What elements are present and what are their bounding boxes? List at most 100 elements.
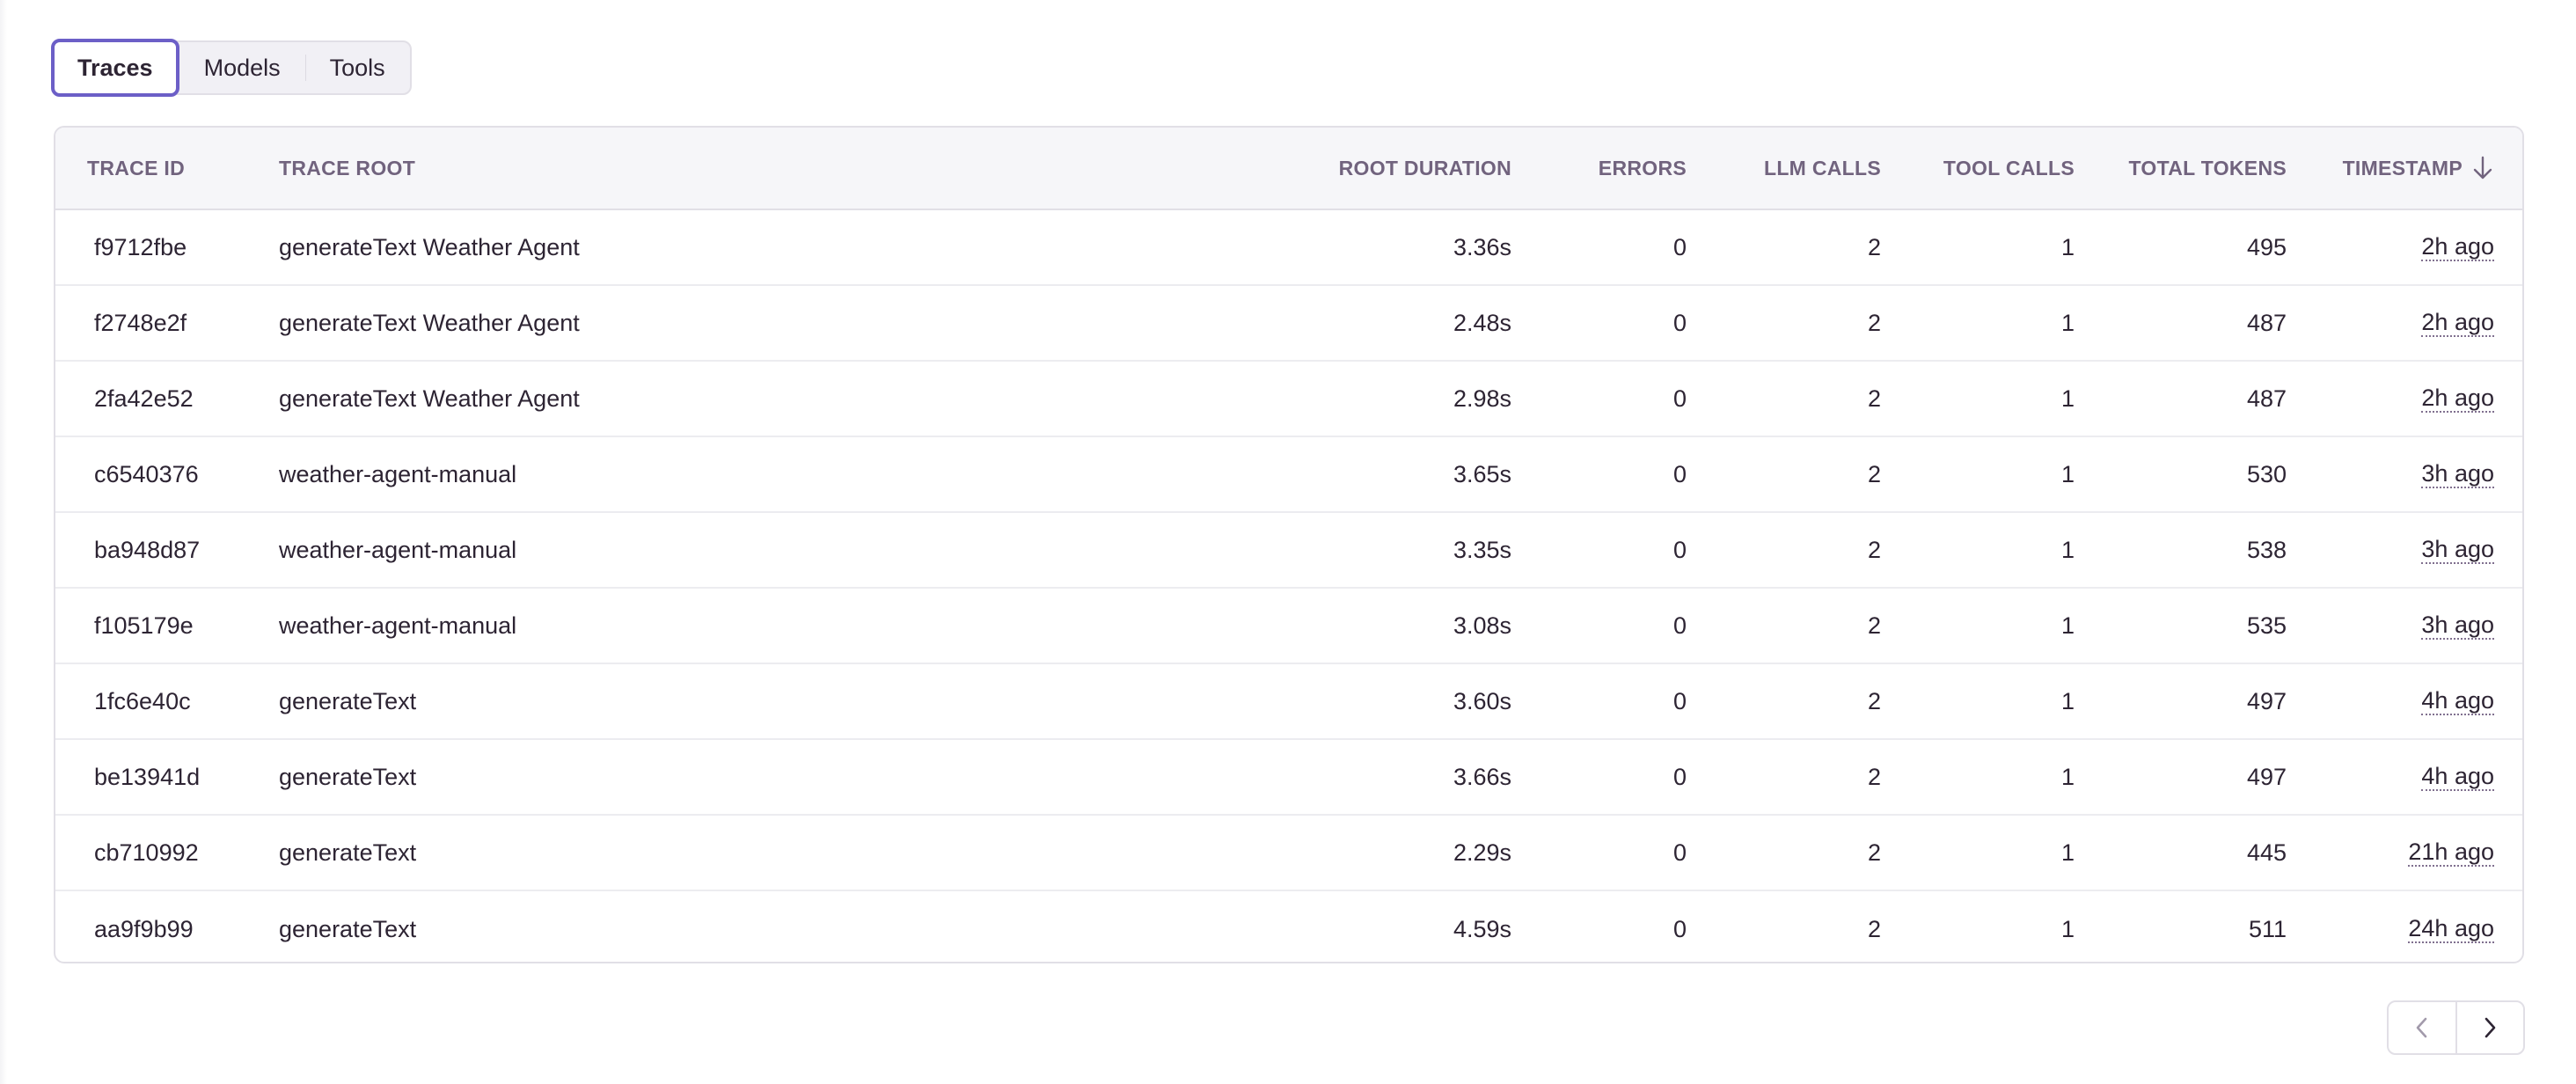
timestamp-text: 4h ago: [2421, 763, 2494, 791]
trace-id-link[interactable]: ba948d87: [94, 536, 201, 563]
tab-traces[interactable]: Traces: [51, 39, 179, 97]
arrow-down-icon: [2473, 156, 2492, 179]
table-row[interactable]: c6540376 weather-agent-manual 3.65s 0 2 1 530 3…: [55, 437, 2522, 513]
errors-count: 0: [1672, 460, 1687, 487]
trace-id-link[interactable]: f2748e2f: [94, 309, 187, 336]
errors-count: 0: [1672, 385, 1687, 412]
tool-calls: 1: [2060, 460, 2075, 487]
timestamp: 3h ago: [2421, 513, 2494, 587]
llm-calls: 2: [1867, 612, 1881, 639]
col-trace-root[interactable]: TRACE ROOT: [279, 156, 416, 179]
traces-table: TRACE ID TRACE ROOT ROOT DURATION ERRORS…: [54, 126, 2524, 963]
tab-models[interactable]: Models: [179, 40, 305, 95]
table-row[interactable]: 2fa42e52 generateText Weather Agent 2.98s 0…: [55, 362, 2522, 437]
left-edge: [0, 0, 7, 1084]
col-root-duration[interactable]: ROOT DURATION: [1338, 156, 1511, 179]
llm-calls: 2: [1867, 687, 1881, 714]
pagination: [2387, 1000, 2525, 1055]
root-duration: 2.29s: [1453, 839, 1511, 866]
col-timestamp[interactable]: TIMESTAMP: [2343, 128, 2494, 209]
tool-calls: 1: [2060, 612, 2075, 639]
trace-id-link[interactable]: c6540376: [94, 460, 199, 487]
tool-calls: 1: [2060, 763, 2075, 790]
tab-label: Models: [203, 54, 281, 81]
errors-count: 0: [1672, 612, 1687, 639]
col-tool-calls[interactable]: TOOL CALLS: [1943, 156, 2075, 179]
llm-calls: 2: [1867, 763, 1881, 790]
llm-calls: 2: [1867, 839, 1881, 866]
col-trace-id[interactable]: TRACE ID: [87, 156, 186, 179]
llm-calls: 2: [1867, 233, 1881, 260]
trace-root: weather-agent-manual: [279, 612, 517, 639]
table-body: f9712fbe generateText Weather Agent 3.36s 0…: [55, 210, 2522, 962]
total-tokens: 538: [2246, 536, 2287, 563]
tool-calls: 1: [2060, 839, 2075, 866]
errors-count: 0: [1672, 839, 1687, 866]
timestamp: 21h ago: [2408, 816, 2494, 890]
timestamp: 4h ago: [2421, 740, 2494, 814]
timestamp-text: 3h ago: [2421, 460, 2494, 488]
timestamp: 24h ago: [2408, 891, 2494, 962]
tool-calls: 1: [2060, 385, 2075, 412]
root-duration: 3.66s: [1453, 763, 1511, 790]
trace-root: generateText Weather Agent: [279, 233, 580, 260]
timestamp-text: 3h ago: [2421, 536, 2494, 564]
timestamp-text: 21h ago: [2408, 839, 2494, 867]
tab-label: Traces: [77, 54, 153, 81]
table-row[interactable]: 1fc6e40c generateText 3.60s 0 2 1 497 4h ago: [55, 664, 2522, 740]
root-duration: 4.59s: [1453, 915, 1511, 942]
trace-id-link[interactable]: f9712fbe: [94, 233, 187, 260]
trace-id-link[interactable]: 1fc6e40c: [94, 687, 191, 714]
chevron-left-icon: [2416, 1017, 2427, 1038]
col-total-tokens[interactable]: TOTAL TOKENS: [2128, 156, 2287, 179]
table-row[interactable]: aa9f9b99 generateText 4.59s 0 2 1 511 24h ago: [55, 891, 2522, 962]
trace-root: weather-agent-manual: [279, 536, 517, 563]
timestamp-text: 2h ago: [2421, 385, 2494, 413]
tool-calls: 1: [2060, 233, 2075, 260]
col-llm-calls[interactable]: LLM CALLS: [1763, 156, 1881, 179]
total-tokens: 495: [2246, 233, 2287, 260]
trace-id-link[interactable]: cb710992: [94, 839, 199, 866]
llm-calls: 2: [1867, 460, 1881, 487]
root-duration: 3.35s: [1453, 536, 1511, 563]
timestamp-text: 2h ago: [2421, 233, 2494, 261]
table-row[interactable]: f105179e weather-agent-manual 3.08s 0 2 1 535 3…: [55, 589, 2522, 664]
timestamp: 2h ago: [2421, 210, 2494, 284]
table-row[interactable]: f9712fbe generateText Weather Agent 3.36s 0…: [55, 210, 2522, 286]
llm-calls: 2: [1867, 536, 1881, 563]
view-tabs: Traces Models Tools: [51, 39, 412, 97]
errors-count: 0: [1672, 233, 1687, 260]
llm-calls: 2: [1867, 915, 1881, 942]
col-errors[interactable]: ERRORS: [1598, 156, 1687, 179]
trace-root: generateText: [279, 763, 417, 790]
tool-calls: 1: [2060, 915, 2075, 942]
trace-root: generateText: [279, 839, 417, 866]
table-row[interactable]: f2748e2f generateText Weather Agent 2.48s 0…: [55, 286, 2522, 362]
llm-calls: 2: [1867, 309, 1881, 336]
trace-id-link[interactable]: aa9f9b99: [94, 915, 194, 942]
timestamp-text: 2h ago: [2421, 309, 2494, 337]
total-tokens: 487: [2246, 309, 2287, 336]
tab-label: Tools: [329, 54, 385, 81]
root-duration: 3.60s: [1453, 687, 1511, 714]
table-row[interactable]: ba948d87 weather-agent-manual 3.35s 0 2 1 538 3…: [55, 513, 2522, 589]
timestamp-text: 4h ago: [2421, 687, 2494, 715]
tab-tools[interactable]: Tools: [304, 40, 410, 95]
timestamp-text: 24h ago: [2408, 915, 2494, 943]
total-tokens: 445: [2246, 839, 2287, 866]
trace-root: generateText: [279, 915, 417, 942]
total-tokens: 497: [2246, 687, 2287, 714]
trace-id-link[interactable]: be13941d: [94, 763, 201, 790]
prev-page-button[interactable]: [2389, 1002, 2455, 1053]
errors-count: 0: [1672, 915, 1687, 942]
trace-root: weather-agent-manual: [279, 460, 517, 487]
trace-id-link[interactable]: f105179e: [94, 612, 194, 639]
table-row[interactable]: cb710992 generateText 2.29s 0 2 1 445 21h ago: [55, 816, 2522, 891]
next-page-button[interactable]: [2455, 1002, 2524, 1053]
root-duration: 3.08s: [1453, 612, 1511, 639]
table-row[interactable]: be13941d generateText 3.66s 0 2 1 497 4h ago: [55, 740, 2522, 816]
trace-id-link[interactable]: 2fa42e52: [94, 385, 194, 412]
tool-calls: 1: [2060, 536, 2075, 563]
timestamp: 2h ago: [2421, 286, 2494, 360]
tool-calls: 1: [2060, 309, 2075, 336]
